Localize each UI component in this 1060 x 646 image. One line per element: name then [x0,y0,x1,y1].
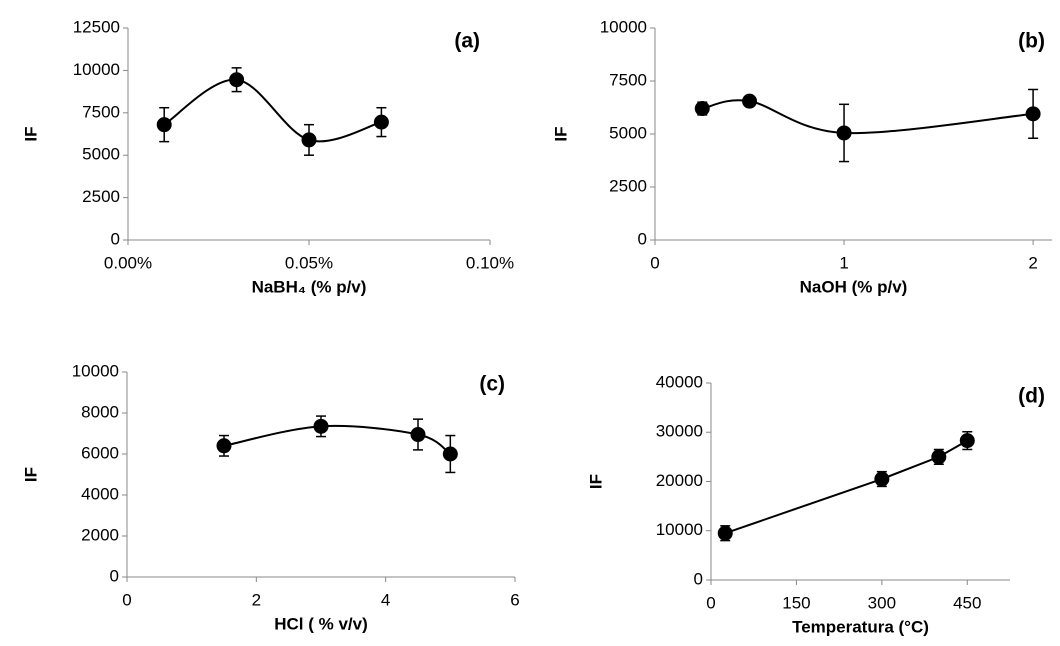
data-point [216,438,232,454]
data-point [836,125,852,141]
x-tick-label: 0.00% [104,253,152,272]
y-tick-label: 8000 [81,402,119,421]
x-axis-label: NaBH₄ (% p/v) [252,277,367,296]
x-axis-label: Temperatura (°C) [792,617,929,636]
y-axis-label: IF [21,126,40,141]
data-point [931,449,947,465]
series-line [163,78,382,143]
panel-label: (c) [479,373,505,396]
y-tick-label: 10000 [656,520,703,539]
data-point [742,93,758,109]
series-line [702,99,1034,135]
data-point [156,117,172,133]
y-tick-label: 2500 [609,176,647,195]
data-point [313,418,329,434]
x-axis-label: NaOH (% p/v) [800,277,908,296]
data-point [301,132,317,148]
y-axis-label: IF [586,474,605,489]
y-tick-label: 2000 [81,525,119,544]
y-tick-label: 10000 [72,361,119,380]
data-point [410,427,426,443]
x-tick-label: 450 [953,593,981,612]
x-tick-label: 0.05% [285,253,333,272]
y-tick-label: 5000 [82,145,120,164]
data-point [959,433,975,449]
data-point [442,446,458,462]
y-tick-label: 5000 [609,123,647,142]
y-axis-label: IF [551,126,570,141]
x-tick-label: 0 [650,253,659,272]
series-line [223,424,451,455]
x-tick-label: 6 [510,590,519,609]
y-tick-label: 7500 [82,102,120,121]
x-tick-label: 1 [839,253,848,272]
x-tick-label: 0.10% [466,253,514,272]
y-tick-label: 40000 [656,372,703,391]
data-point [694,101,710,117]
y-tick-label: 0 [694,569,703,588]
y-tick-label: 12500 [73,17,120,36]
y-axis-label: IF [21,467,40,482]
x-tick-label: 2 [1028,253,1037,272]
y-tick-label: 10000 [600,17,647,36]
x-tick-label: 150 [782,593,810,612]
y-tick-label: 4000 [81,484,119,503]
series-line [724,439,968,535]
x-tick-label: 0 [706,593,715,612]
y-tick-label: 0 [111,229,120,248]
y-tick-label: 0 [638,229,647,248]
panel-label: (a) [454,30,480,53]
x-tick-label: 0 [122,590,131,609]
y-tick-label: 20000 [656,471,703,490]
data-point [373,114,389,130]
panel-label: (b) [1018,30,1045,53]
y-tick-label: 0 [110,566,119,585]
data-point [874,471,890,487]
x-tick-label: 300 [868,593,896,612]
y-tick-label: 7500 [609,70,647,89]
x-axis-label: HCl ( % v/v) [274,614,368,633]
y-tick-label: 30000 [656,422,703,441]
y-tick-label: 10000 [73,60,120,79]
panel-label: (d) [1018,385,1045,408]
data-point [229,72,245,88]
data-point [1025,106,1041,122]
x-tick-label: 4 [381,590,390,609]
y-tick-label: 2500 [82,187,120,206]
x-tick-label: 2 [252,590,261,609]
data-point [717,525,733,541]
y-tick-label: 6000 [81,443,119,462]
